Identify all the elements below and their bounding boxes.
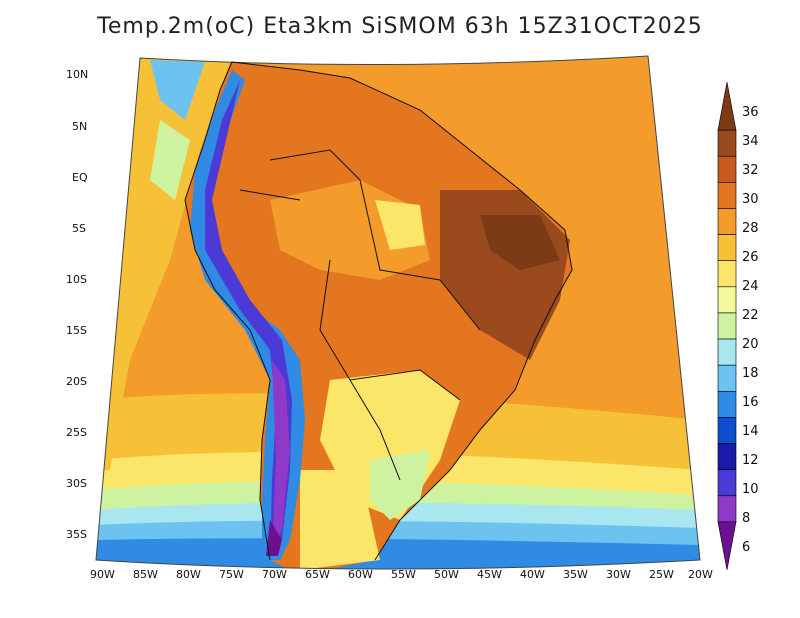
colorbar-segment: [717, 417, 737, 444]
colorbar-label: 30: [742, 192, 759, 207]
lon-label: 50W: [434, 568, 459, 581]
colorbar-label: 34: [742, 134, 759, 149]
colorbar-label: 28: [742, 221, 759, 236]
longitude-axis: 90W 85W 80W 75W 70W 65W 60W 55W 50W 45W …: [90, 568, 713, 581]
colorbar-label: 36: [742, 105, 759, 120]
lon-label: 20W: [688, 568, 713, 581]
latitude-axis: 10N 5N EQ 5S 10S 15S 20S 25S 30S 35S: [66, 68, 88, 541]
lon-label: 45W: [477, 568, 502, 581]
colorbar-segment: [717, 81, 737, 131]
lon-label: 70W: [262, 568, 287, 581]
lon-label: 60W: [348, 568, 373, 581]
colorbar-segment: [717, 338, 737, 366]
colorbar-label: 14: [742, 424, 759, 439]
colorbar-label: 8: [742, 511, 750, 526]
lon-label: 75W: [219, 568, 244, 581]
lon-label: 65W: [305, 568, 330, 581]
colorbar-segment: [717, 521, 737, 571]
political-borders: [184, 61, 573, 561]
lon-label: 85W: [133, 568, 158, 581]
lon-label: 35W: [563, 568, 588, 581]
lon-label: 80W: [176, 568, 201, 581]
lat-label: 20S: [66, 375, 87, 388]
lat-label: 35S: [66, 528, 87, 541]
map-frame: [95, 55, 701, 570]
colorbar-label: 24: [742, 279, 759, 294]
lat-label: 15S: [66, 324, 87, 337]
lon-label: 40W: [520, 568, 545, 581]
colorbar-segment: [717, 312, 737, 340]
colorbar-segment: [717, 155, 737, 183]
lat-label: 5N: [72, 120, 87, 133]
lon-label: 30W: [606, 568, 631, 581]
colorbar-segment: [717, 182, 737, 209]
map-field: [96, 56, 700, 569]
lat-label: 5S: [72, 222, 86, 235]
lat-label: 30S: [66, 477, 87, 490]
colorbar-segment: [717, 129, 737, 157]
colorbar-segment: [717, 208, 737, 235]
colorbar-label: 6: [742, 540, 750, 555]
lat-label: 10N: [66, 68, 88, 81]
lat-label: 25S: [66, 426, 87, 439]
colorbar-label: 18: [742, 366, 759, 381]
colorbar-segment: [717, 390, 737, 418]
colorbar-segment: [717, 364, 737, 392]
colorbar-segment: [717, 286, 737, 314]
lon-label: 25W: [649, 568, 674, 581]
map-title: Temp.2m(oC) Eta3km SiSMOM 63h 15Z31OCT20…: [97, 14, 703, 39]
lon-label: 90W: [90, 568, 115, 581]
lat-label: 10S: [66, 273, 87, 286]
colorbar-label: 10: [742, 482, 759, 497]
colorbar-label: 12: [742, 453, 759, 468]
colorbar-label: 26: [742, 250, 759, 265]
colorbar-segment: [717, 234, 737, 262]
lat-label: EQ: [72, 171, 88, 184]
lon-label: 55W: [391, 568, 416, 581]
colorbar-segment: [717, 469, 737, 497]
colorbar-segment: [717, 260, 737, 288]
colorbar-label: 16: [742, 395, 759, 410]
colorbar-segment: [717, 495, 737, 523]
colorbar-label: 32: [742, 163, 759, 178]
colorbar-label: 20: [742, 337, 759, 352]
colorbar-label: 22: [742, 308, 759, 323]
colorbar-segment: [717, 443, 737, 470]
colorbar: [717, 81, 737, 571]
colorbar-labels: 36 34 32 30 28 26 24 22 20 18 16 14 12 1…: [742, 105, 759, 555]
